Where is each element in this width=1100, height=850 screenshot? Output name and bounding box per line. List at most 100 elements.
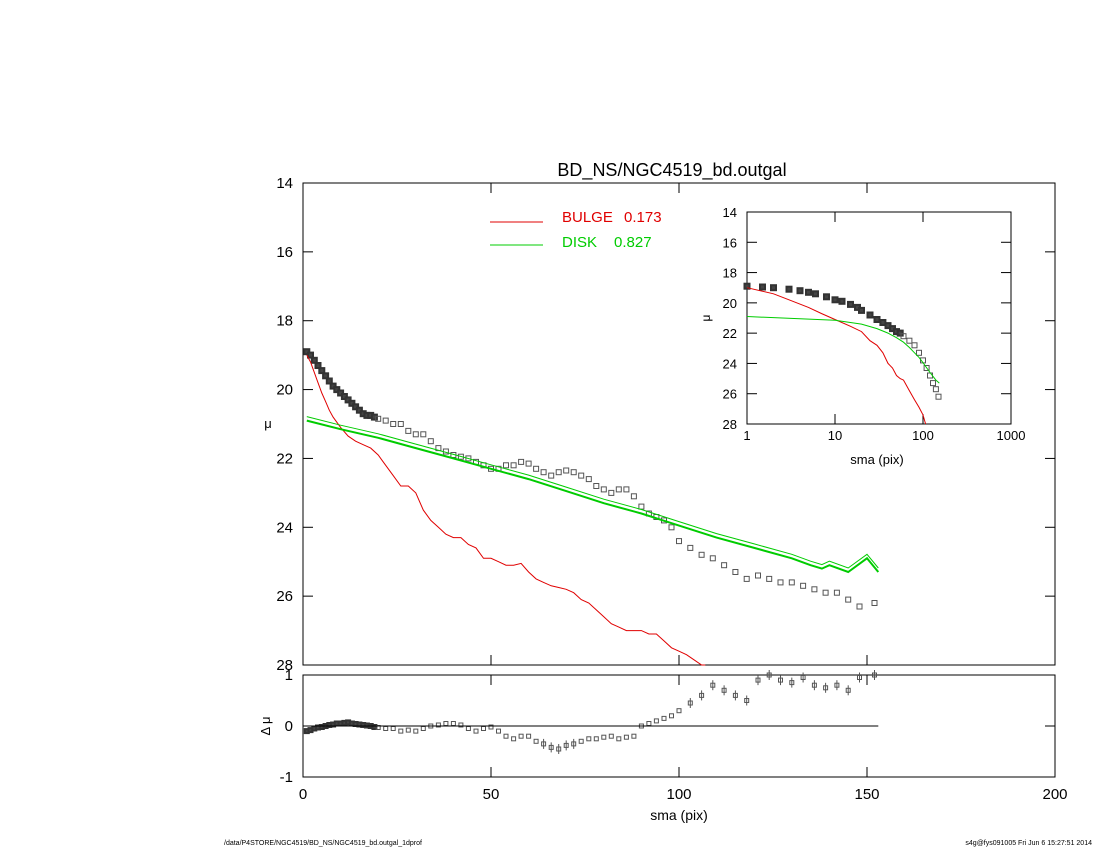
main-data-point — [533, 465, 540, 472]
main-data-point — [314, 362, 322, 369]
main-data-point — [375, 415, 382, 422]
res-data-point — [518, 733, 524, 739]
res-data-point — [450, 721, 456, 726]
res-data-point — [526, 733, 532, 739]
inset-data-point — [743, 282, 751, 290]
main-disk-line — [306, 419, 880, 574]
legend-bulge-value: 0.173 — [624, 209, 662, 226]
residual-x-label: sma (pix) — [650, 807, 708, 823]
main-y-tick-label: 22 — [276, 450, 293, 467]
res-y-tick-label: 1 — [285, 667, 293, 684]
footer-path: /data/P4STORE/NGC4519/BD_NS/NGC4519_bd.o… — [224, 840, 422, 847]
main-data-point — [871, 600, 878, 606]
inset-data-point — [823, 293, 830, 301]
inset-data-point — [935, 393, 942, 400]
res-x-tick-label: 150 — [854, 786, 879, 803]
main-data-point — [318, 367, 326, 375]
res-data-point — [578, 738, 584, 744]
main-data-point — [615, 486, 622, 493]
res-data-point — [473, 728, 479, 734]
main-data-point — [608, 489, 615, 496]
res-data-point — [481, 726, 486, 731]
res-data-point — [383, 726, 389, 731]
inset-y-tick-label: 28 — [723, 417, 737, 432]
main-data-point — [668, 524, 675, 531]
main-data-point — [593, 483, 600, 489]
main-data-point — [800, 582, 807, 589]
residual-y-label: Δ μ — [258, 716, 273, 735]
main-data-point — [555, 469, 562, 476]
main-plot-area — [303, 348, 880, 666]
inset-x-tick-label: 1 — [743, 428, 750, 443]
inset-y-ticks: 14 16 18 20 22 24 26 28 — [723, 205, 1011, 432]
main-data-point — [856, 603, 863, 610]
legend-disk-value: 0.827 — [614, 234, 652, 251]
main-data-point — [397, 421, 404, 427]
main-data-point — [412, 431, 419, 438]
chart-title: BD_NS/NGC4519_bd.outgal — [557, 160, 786, 181]
res-data-point — [586, 736, 592, 742]
main-data-point — [687, 544, 694, 551]
inset-disk-line — [746, 316, 940, 384]
main-x-ticks — [302, 183, 1056, 665]
res-data-point — [413, 728, 419, 734]
inset-data-point — [906, 337, 913, 344]
main-y-tick-label: 24 — [276, 519, 293, 536]
residual-panel: -1 0 1 0 50 100 150 200 Δ μ sma (pix) — [258, 667, 1068, 823]
res-x-tick-label: 100 — [666, 786, 691, 803]
res-data-point — [661, 715, 667, 721]
main-data-point — [732, 569, 739, 575]
main-data-point — [788, 579, 795, 586]
inset-data-point — [930, 380, 936, 387]
inset-data-point — [831, 296, 839, 304]
footer-timestamp: s4g@fys091005 Fri Jun 6 15:27:51 2014 — [965, 840, 1092, 847]
inset-data-point — [759, 283, 766, 291]
main-data-point — [600, 486, 607, 493]
main-data-point — [578, 472, 585, 479]
res-data-point — [496, 728, 501, 734]
main-data-point — [382, 417, 389, 424]
main-data-point — [822, 589, 829, 596]
main-data-point — [630, 493, 637, 500]
legend-disk-label: DISK — [562, 234, 597, 251]
res-data-point — [503, 733, 509, 739]
inset-data-point — [866, 311, 874, 319]
main-data-point — [570, 469, 577, 476]
main-data-point — [510, 462, 517, 469]
res-data-point — [593, 736, 599, 742]
inset-data-point — [847, 300, 854, 308]
inset-x-label: sma (pix) — [850, 452, 903, 467]
main-data-point — [465, 455, 472, 462]
res-data-point — [533, 738, 539, 744]
res-data-point — [420, 726, 426, 731]
inset-y-tick-label: 24 — [723, 356, 737, 371]
main-data-point — [405, 427, 412, 434]
main-data-point — [427, 438, 434, 445]
main-data-point — [698, 551, 705, 558]
res-data-point — [669, 713, 674, 719]
res-data-point — [458, 722, 464, 728]
res-x-tick-label: 0 — [299, 786, 307, 803]
main-data-point — [676, 538, 682, 545]
main-data-point — [623, 486, 630, 493]
res-data-point — [398, 728, 404, 734]
main-y-tick-label: 18 — [276, 313, 293, 330]
residual-y-ticks: -1 0 1 — [280, 667, 1055, 786]
inset-panel: 14 16 18 20 22 24 26 28 1 10 100 1000 μ sma (pix) — [699, 205, 1025, 467]
main-data-point — [370, 413, 378, 421]
main-data-point — [833, 589, 840, 596]
res-x-tick-label: 50 — [483, 786, 500, 803]
residual-plot-area — [303, 670, 879, 754]
inset-y-tick-label: 14 — [723, 205, 737, 220]
inset-data-point — [873, 316, 881, 323]
res-data-point — [435, 722, 441, 728]
main-data-point — [766, 575, 773, 582]
main-data-point — [518, 458, 525, 465]
inset-y-tick-label: 20 — [723, 296, 737, 311]
res-data-point — [511, 736, 517, 742]
main-data-point — [310, 356, 318, 364]
main-data-point — [322, 372, 330, 380]
inset-data-point — [770, 284, 777, 292]
main-data-point — [845, 596, 852, 603]
